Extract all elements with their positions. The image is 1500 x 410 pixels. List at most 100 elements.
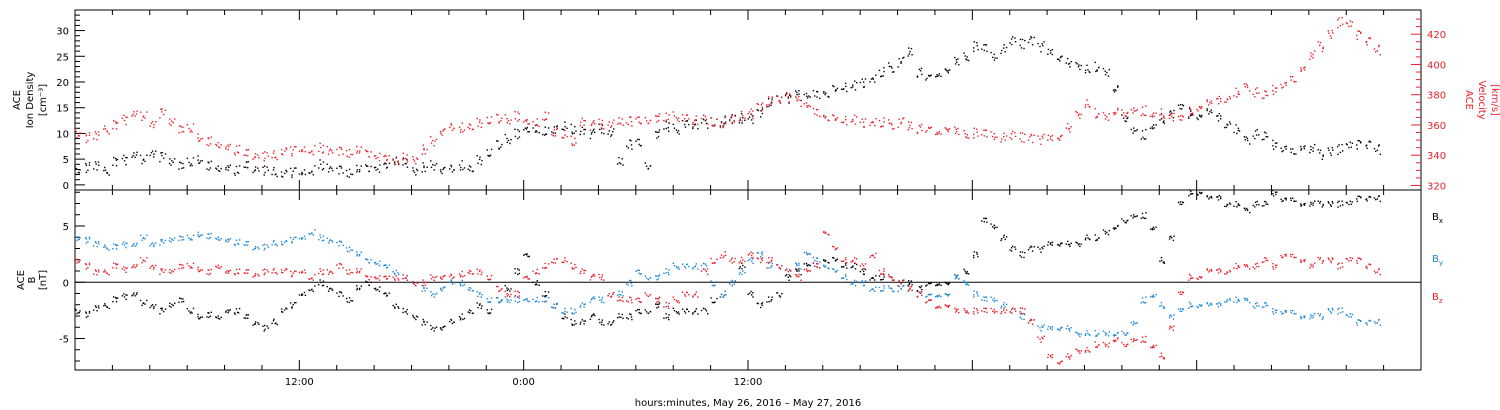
bx-point [589, 318, 592, 320]
velocity-point [1004, 139, 1006, 141]
density-point [1295, 153, 1297, 155]
velocity-point [1300, 70, 1302, 72]
velocity-point [556, 128, 558, 131]
bz-point [1190, 277, 1193, 279]
velocity-point [284, 150, 286, 152]
bx-point [704, 308, 707, 310]
by-point [284, 241, 286, 244]
density-point [404, 162, 406, 165]
velocity-point [1211, 102, 1213, 105]
bx-point [217, 317, 220, 320]
velocity-point [1159, 114, 1161, 116]
by-point [1284, 310, 1286, 312]
density-point [1209, 111, 1211, 113]
velocity-point [496, 113, 498, 116]
bz-point [174, 268, 176, 271]
bx-point [1266, 203, 1269, 205]
bx-point [97, 305, 100, 307]
density-point [888, 65, 891, 68]
velocity-point [693, 120, 696, 122]
by-point [365, 258, 368, 261]
by-point [622, 295, 624, 297]
bx-point [994, 226, 996, 228]
bz-point [490, 275, 493, 277]
bz-point [1126, 344, 1128, 346]
density-point [481, 159, 483, 162]
velocity-point [160, 108, 162, 110]
by-point [850, 283, 852, 285]
bx-point [1113, 228, 1116, 230]
density-point [254, 169, 256, 171]
bx-point [394, 307, 396, 309]
bz-point [554, 262, 557, 264]
by-point [386, 266, 389, 269]
by-point [301, 237, 304, 240]
bz-point [700, 270, 703, 272]
bx-point [95, 306, 97, 308]
bz-point [1312, 264, 1314, 266]
bz-point [1209, 269, 1211, 272]
bz-point [1227, 271, 1229, 274]
bx-point [469, 312, 471, 314]
velocity-point [1135, 110, 1137, 112]
bz-point [88, 262, 91, 264]
by-point [864, 280, 867, 282]
bz-point [594, 275, 596, 277]
by-point [98, 243, 100, 245]
by-point [584, 303, 586, 305]
bx-point [798, 268, 800, 270]
bx-point [1209, 196, 1211, 199]
by-point [1115, 334, 1117, 336]
bx-point [686, 308, 688, 310]
density-point [356, 169, 359, 171]
velocity-point [94, 131, 97, 133]
bx-point [432, 327, 434, 329]
bz-point [665, 301, 667, 304]
density-point [345, 169, 348, 172]
bx-point [809, 264, 811, 267]
bz-point [1075, 348, 1077, 350]
by-point [115, 243, 117, 246]
density-point [663, 128, 665, 130]
density-point [94, 161, 97, 163]
bz-point [1244, 265, 1246, 268]
bx-point [986, 221, 988, 223]
by-point [1059, 329, 1061, 331]
velocity-point [657, 119, 660, 122]
by-point [673, 264, 676, 267]
bz-point [1159, 356, 1161, 358]
density-point [517, 129, 519, 131]
bx-point [776, 292, 779, 294]
density-point [450, 166, 453, 168]
velocity-tick-label: 360 [1427, 121, 1446, 132]
velocity-point [303, 146, 306, 148]
by-point [601, 299, 603, 301]
by-point [135, 244, 138, 246]
velocity-point [613, 119, 615, 121]
velocity-point [1005, 135, 1008, 137]
bz-point [450, 273, 452, 276]
bz-point [207, 269, 209, 271]
bx-point [1014, 246, 1016, 248]
bx-point [880, 279, 882, 281]
velocity-point [665, 119, 667, 121]
velocity-point [1366, 44, 1368, 46]
velocity-point [554, 135, 557, 137]
by-point [1309, 317, 1311, 320]
density-point [179, 161, 181, 163]
bx-point [1330, 205, 1332, 207]
velocity-point [1209, 101, 1211, 104]
bx-point [1229, 203, 1232, 205]
density-point [645, 165, 648, 167]
density-point [406, 166, 409, 168]
velocity-point [421, 153, 423, 155]
by-point [188, 237, 190, 239]
by-point [527, 300, 529, 303]
by-point [115, 244, 117, 247]
bz-point [883, 268, 885, 270]
velocity-point [925, 131, 927, 133]
by-point [477, 295, 479, 298]
velocity-point [909, 124, 911, 127]
bz-point [688, 294, 690, 296]
by-point [385, 267, 388, 269]
